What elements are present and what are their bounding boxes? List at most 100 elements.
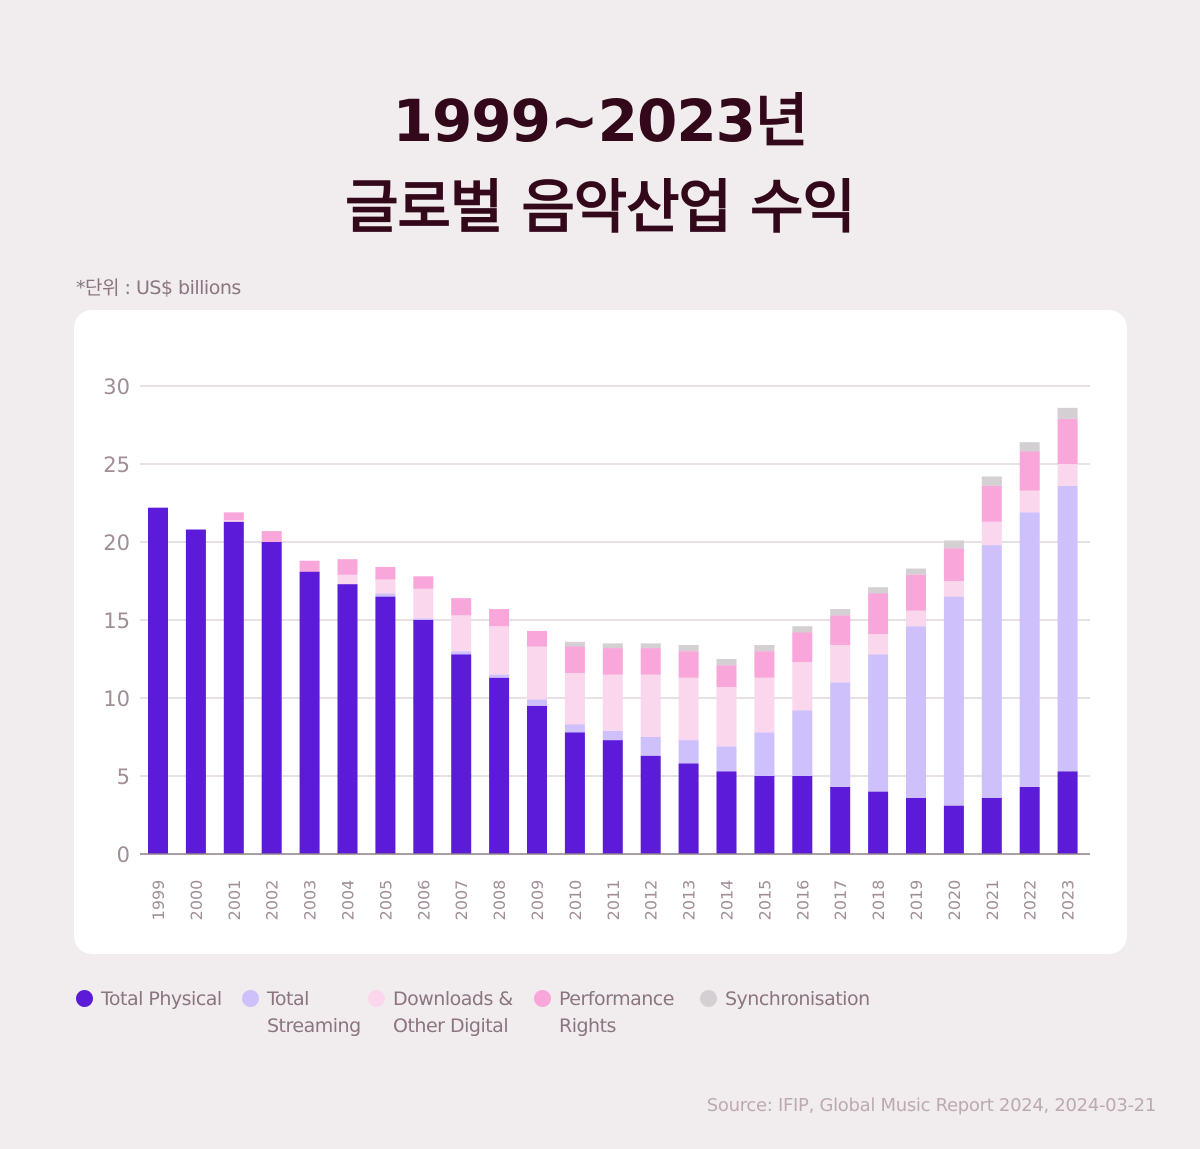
x-tick-label: 2023 <box>1059 880 1078 921</box>
y-tick-label: 10 <box>103 687 130 711</box>
bar-segment-2023-3 <box>1057 418 1078 464</box>
bar-segment-2013-4 <box>678 644 699 652</box>
bar-segment-2022-0 <box>1019 786 1040 854</box>
bar-segment-2018-0 <box>868 791 889 854</box>
legend-item: Total Physical <box>76 986 222 1013</box>
legend-label: Total Physical <box>101 988 222 1010</box>
bar-segment-2004-0 <box>337 584 358 854</box>
bar-segment-2018-3 <box>868 593 889 635</box>
x-tick-label: 2021 <box>983 880 1002 921</box>
bar-segment-2011-0 <box>602 740 623 854</box>
bar-segment-2009-0 <box>527 705 547 854</box>
bar-segment-2021-4 <box>981 476 1002 486</box>
bar-segment-2006-1 <box>413 618 434 620</box>
bar-segment-2007-0 <box>451 654 472 854</box>
bar-segment-2018-2 <box>868 634 889 655</box>
legend-swatch <box>534 990 551 1007</box>
x-tick-label: 2000 <box>187 880 206 921</box>
y-tick-label: 20 <box>103 531 130 555</box>
bar-segment-2000-0 <box>185 529 206 854</box>
bar-segment-2021-2 <box>981 521 1002 546</box>
bar-segment-2003-3 <box>299 560 320 572</box>
bar-segment-2017-2 <box>830 644 851 683</box>
bar-segment-2014-2 <box>716 687 737 747</box>
bar-segment-2020-3 <box>943 548 964 581</box>
x-tick-label: 2009 <box>528 880 547 921</box>
bar-segment-2011-4 <box>602 643 623 649</box>
x-tick-label: 2005 <box>376 880 395 921</box>
x-tick-label: 2018 <box>869 880 888 921</box>
bar-segment-2001-0 <box>223 521 244 854</box>
legend-label: Total Streaming <box>267 988 361 1037</box>
bar-segment-2014-1 <box>716 746 737 772</box>
bar-segment-2023-2 <box>1057 464 1078 486</box>
x-tick-label: 2001 <box>225 880 244 921</box>
bar-segment-2012-4 <box>640 643 661 649</box>
bar-segment-2020-1 <box>943 596 964 806</box>
bar-segment-2013-2 <box>678 677 699 741</box>
bar-segment-2010-2 <box>564 673 585 725</box>
bar-segment-2023-0 <box>1057 771 1078 854</box>
bar-segment-2013-0 <box>678 763 699 854</box>
bar-segment-2008-2 <box>489 626 510 675</box>
x-tick-label: 2011 <box>604 880 623 921</box>
chart-legend: Total Physical Total Streaming Downloads &… <box>76 986 976 1056</box>
bar-segment-2013-3 <box>678 651 699 678</box>
x-tick-label: 2014 <box>718 880 737 921</box>
bar-segment-2003-0 <box>299 571 320 854</box>
bar-segment-2010-0 <box>564 732 585 854</box>
bar-segment-2009-3 <box>527 630 547 647</box>
bar-segment-2002-0 <box>261 542 282 854</box>
bar-segment-2008-3 <box>489 609 510 627</box>
bar-segment-2017-0 <box>830 786 851 854</box>
bar-segment-2012-0 <box>640 755 661 854</box>
x-tick-label: 2012 <box>642 880 661 921</box>
bar-segment-2020-0 <box>943 805 964 854</box>
bar-segment-2019-1 <box>906 626 926 798</box>
bar-segment-2001-2 <box>223 520 244 522</box>
bar-segment-2020-4 <box>943 540 964 549</box>
bar-segment-2023-1 <box>1057 485 1078 772</box>
legend-item: Synchronisation <box>700 986 870 1013</box>
bar-segment-2022-3 <box>1019 451 1040 491</box>
bar-segment-2009-1 <box>527 699 547 706</box>
bar-segment-2009-2 <box>527 646 547 700</box>
bar-segment-2012-2 <box>640 674 661 737</box>
bar-segment-2018-1 <box>868 654 889 792</box>
bar-segment-2019-0 <box>906 797 926 854</box>
bar-segment-2019-4 <box>906 568 926 575</box>
bar-segment-2014-0 <box>716 771 737 854</box>
title-line-1: 1999~2023년 <box>392 87 809 155</box>
bar-segment-2007-2 <box>451 615 472 652</box>
y-tick-label: 5 <box>117 765 130 789</box>
x-tick-label: 2007 <box>452 880 471 921</box>
legend-swatch <box>242 990 259 1007</box>
bar-segment-2007-1 <box>451 651 472 655</box>
bar-segment-2014-3 <box>716 665 737 688</box>
x-tick-label: 2015 <box>755 880 774 921</box>
legend-item: Performance Rights <box>534 986 674 1040</box>
bar-segment-2021-3 <box>981 485 1002 522</box>
bar-segment-2011-3 <box>602 648 623 675</box>
x-tick-label: 2017 <box>831 880 850 921</box>
x-tick-label: 2022 <box>1021 880 1040 921</box>
bar-segment-2021-1 <box>981 545 1002 798</box>
bar-segment-2020-2 <box>943 581 964 597</box>
bar-segment-2006-3 <box>413 576 434 589</box>
bar-segment-2010-3 <box>564 646 585 674</box>
bar-segment-2005-1 <box>375 593 396 597</box>
bar-segment-2011-2 <box>602 674 623 731</box>
bar-segment-2023-4 <box>1057 407 1078 419</box>
x-tick-label: 2010 <box>566 880 585 921</box>
legend-label: Downloads & Other Digital <box>393 988 513 1037</box>
bar-segment-2022-2 <box>1019 490 1040 513</box>
bar-segment-2005-0 <box>375 596 396 854</box>
bar-segment-2017-4 <box>830 609 851 616</box>
legend-swatch <box>700 990 717 1007</box>
bar-segment-2014-4 <box>716 659 737 666</box>
x-tick-label: 2020 <box>945 880 964 921</box>
bar-segment-2019-2 <box>906 610 926 627</box>
legend-label: Performance Rights <box>559 988 674 1037</box>
x-tick-label: 2008 <box>490 880 509 921</box>
bar-segment-2015-0 <box>754 776 775 854</box>
